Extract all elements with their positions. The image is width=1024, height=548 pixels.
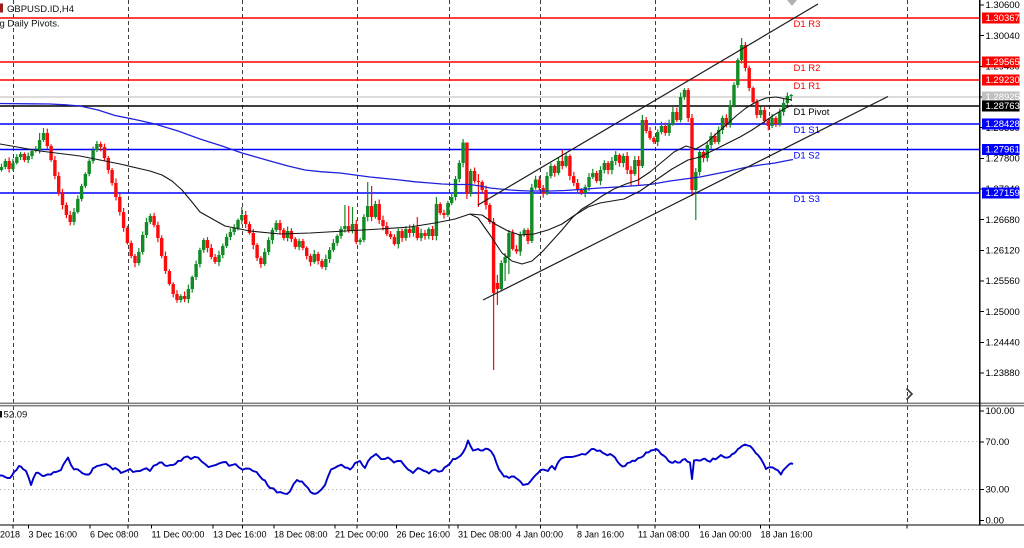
svg-text:3 Dec 16:00: 3 Dec 16:00 (29, 530, 78, 540)
svg-text:1.25000: 1.25000 (986, 307, 1020, 318)
svg-text:8 Jan 16:00: 8 Jan 16:00 (577, 530, 624, 540)
svg-text:6 Dec 08:00: 6 Dec 08:00 (90, 530, 139, 540)
svg-text:1.23880: 1.23880 (986, 368, 1020, 379)
svg-text:1.27159: 1.27159 (986, 188, 1020, 199)
svg-text:52.09: 52.09 (4, 410, 28, 421)
svg-text:11 Dec 00:00: 11 Dec 00:00 (152, 530, 205, 540)
svg-text:1.24440: 1.24440 (986, 338, 1020, 349)
svg-text:1.28428: 1.28428 (986, 119, 1020, 130)
svg-text:2018: 2018 (0, 530, 20, 540)
svg-text:4 Jan 00:00: 4 Jan 00:00 (516, 530, 563, 540)
svg-text:18 Jan 16:00: 18 Jan 16:00 (761, 530, 813, 540)
svg-text:D1 R3: D1 R3 (794, 19, 821, 30)
svg-text:g Daily Pivots.: g Daily Pivots. (0, 19, 60, 30)
svg-text:GBPUSD.ID,H4: GBPUSD.ID,H4 (7, 4, 74, 15)
svg-text:D1 S3: D1 S3 (794, 194, 820, 205)
svg-text:18 Dec 08:00: 18 Dec 08:00 (274, 530, 328, 540)
svg-text:1.29230: 1.29230 (986, 75, 1020, 86)
svg-text:1.28925: 1.28925 (986, 92, 1020, 103)
svg-text:1.30040: 1.30040 (986, 31, 1020, 42)
svg-text:1.30600: 1.30600 (986, 0, 1020, 11)
svg-text:D1 Pivot: D1 Pivot (794, 107, 830, 118)
svg-text:1.29565: 1.29565 (986, 57, 1020, 68)
svg-text:D1 R2: D1 R2 (794, 63, 821, 74)
svg-text:13 Dec 16:00: 13 Dec 16:00 (213, 530, 267, 540)
svg-text:1.27961: 1.27961 (986, 145, 1020, 156)
svg-text:16 Jan 00:00: 16 Jan 00:00 (700, 530, 752, 540)
svg-text:11 Jan 08:00: 11 Jan 08:00 (638, 530, 689, 540)
svg-text:1.26680: 1.26680 (986, 215, 1020, 226)
svg-text:D1 S1: D1 S1 (794, 125, 820, 136)
svg-text:D1 S2: D1 S2 (794, 151, 820, 162)
svg-text:26 Dec 16:00: 26 Dec 16:00 (397, 530, 451, 540)
svg-text:1.25560: 1.25560 (986, 276, 1020, 287)
svg-text:70.00: 70.00 (986, 437, 1010, 448)
svg-text:1.28763: 1.28763 (986, 101, 1020, 112)
svg-text:21 Dec 00:00: 21 Dec 00:00 (335, 530, 389, 540)
svg-text:31 Dec 08:00: 31 Dec 08:00 (458, 530, 512, 540)
svg-text:D1 R1: D1 R1 (794, 81, 821, 92)
svg-text:1.30367: 1.30367 (986, 13, 1020, 24)
svg-text:1.26120: 1.26120 (986, 246, 1020, 257)
svg-text:30.00: 30.00 (986, 485, 1010, 496)
svg-text:100.00: 100.00 (986, 406, 1015, 417)
svg-text:1.27800: 1.27800 (986, 154, 1020, 165)
svg-text:0.00: 0.00 (986, 516, 1005, 527)
